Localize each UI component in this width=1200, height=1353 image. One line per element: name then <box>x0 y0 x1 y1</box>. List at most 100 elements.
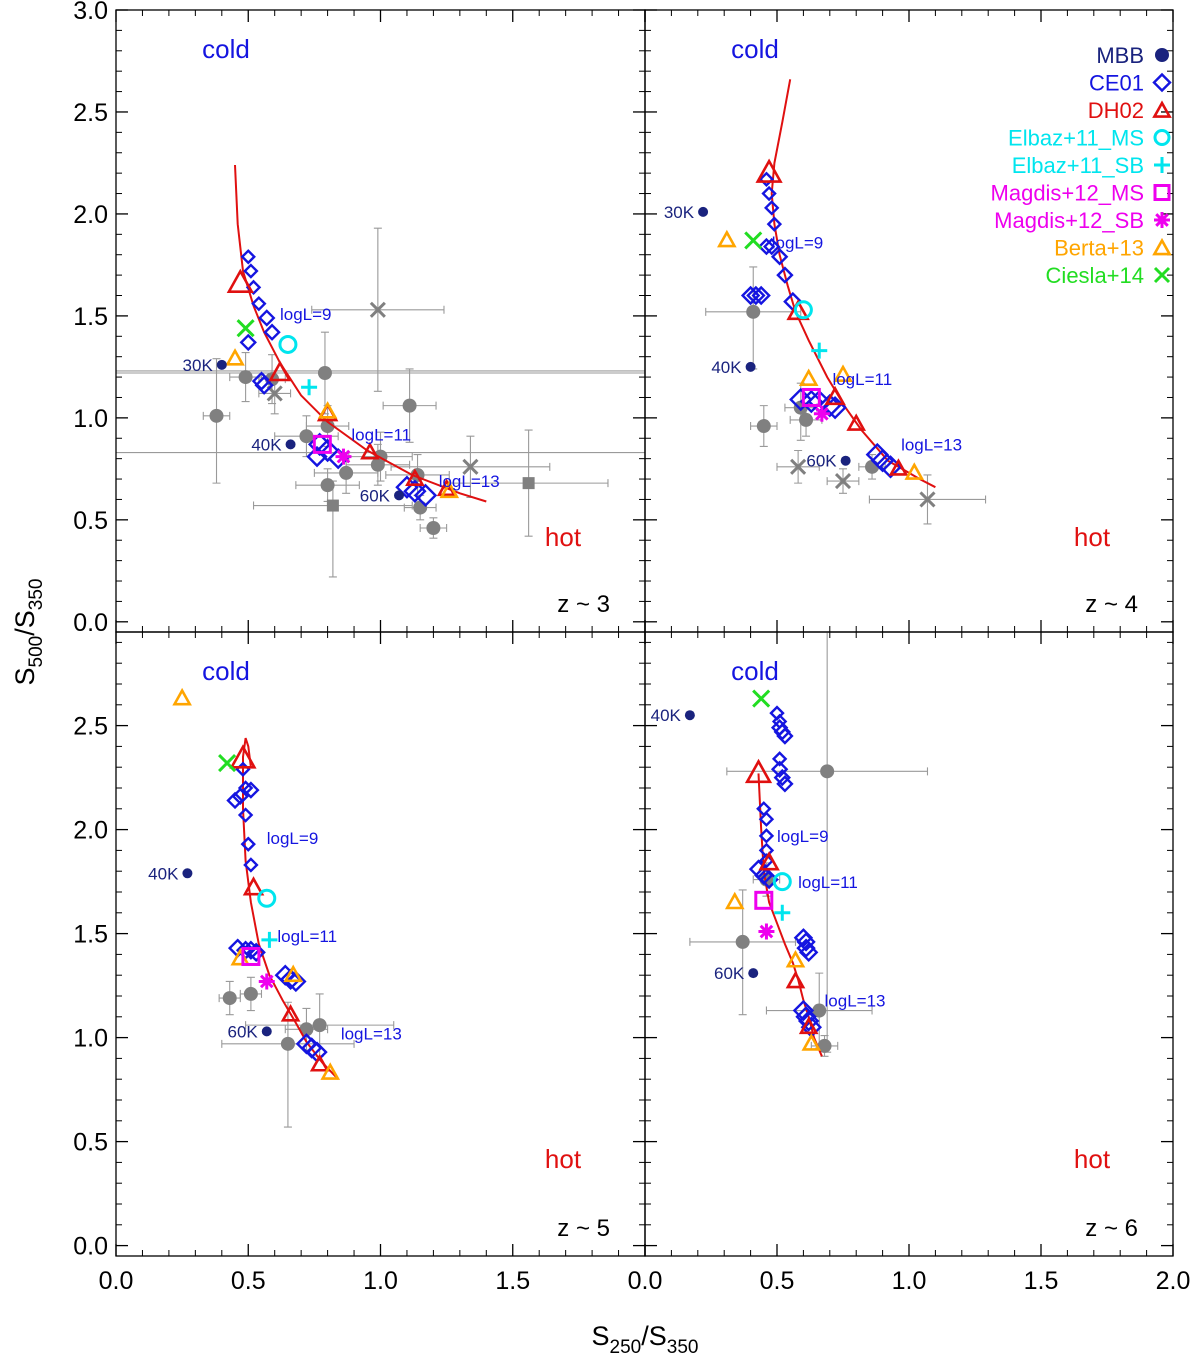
axis-title-part: S <box>592 1321 610 1351</box>
error-bar-caps <box>284 1007 329 1051</box>
ce01-marker <box>818 393 842 418</box>
y-tick-label: 1.5 <box>73 303 108 331</box>
x-tick-label: 0.0 <box>99 1267 134 1295</box>
observed-point <box>299 429 314 444</box>
legend-marker <box>1152 237 1172 256</box>
legend-label: Elbaz+11_SB <box>1012 153 1144 178</box>
error-bar-caps <box>274 415 339 458</box>
legend-label: Elbaz+11_MS <box>1008 126 1144 151</box>
mbb-marker <box>216 359 227 370</box>
berta-marker <box>801 1033 822 1051</box>
error-bar-caps <box>726 767 929 1053</box>
mbb-temperature-label: 40K <box>711 358 742 377</box>
error-bar-caps <box>765 972 873 1049</box>
axis-ticks <box>115 9 646 632</box>
elbaz-ms-marker <box>793 300 813 320</box>
ce01-marker <box>258 309 276 327</box>
berta-marker <box>904 462 925 480</box>
ce01-marker <box>766 216 783 232</box>
berta-marker <box>283 964 304 983</box>
mbb-marker <box>698 206 709 217</box>
elbaz-ms-marker <box>278 334 298 354</box>
mbb-marker <box>684 710 695 721</box>
ce01-marker <box>226 791 244 810</box>
y-tick-label: 2.0 <box>73 201 108 229</box>
magdis-sb-marker <box>258 973 275 990</box>
error-bar-caps <box>826 468 860 494</box>
observed-point <box>812 1003 827 1018</box>
mbb-marker <box>748 968 759 979</box>
mbb-temperature-label: 40K <box>651 706 682 725</box>
x-axis-title: S250/S350 <box>592 1321 699 1353</box>
ce01-luminosity-label: logL=9 <box>777 827 829 846</box>
observed-cross-point <box>462 458 479 475</box>
ce01-luminosity-label: logL=13 <box>901 435 962 454</box>
ce01-luminosity-label: logL=11 <box>277 927 337 946</box>
legend-label: MBB <box>1096 43 1144 68</box>
x-tick-label: 1.0 <box>363 1267 398 1295</box>
legend-marker <box>1154 157 1170 173</box>
axis-title-subscript: 250 <box>610 1337 642 1353</box>
dh02-marker <box>798 1016 819 1035</box>
ciesla-marker <box>218 753 237 773</box>
y-tick-label: 2.5 <box>73 99 108 127</box>
ce01-luminosity-label: logL=13 <box>825 991 886 1010</box>
error-bar-caps <box>305 405 350 447</box>
y-tick-label: 0.5 <box>73 507 108 535</box>
error-bar-caps <box>311 227 445 392</box>
ce01-marker <box>263 323 281 341</box>
dh02-marker <box>405 468 425 486</box>
observed-point <box>339 465 354 480</box>
berta-marker <box>717 229 737 248</box>
cold-label: cold <box>202 34 250 64</box>
error-bar-caps <box>419 517 448 539</box>
ce01-marker <box>758 171 775 187</box>
ce01-marker <box>254 375 274 395</box>
dh02-marker <box>888 458 909 476</box>
ce01-luminosity-label: logL=13 <box>341 1025 402 1044</box>
legend-marker <box>1153 129 1171 146</box>
ce01-luminosity-label: logL=11 <box>832 370 892 389</box>
observed-point <box>817 1038 832 1053</box>
observed-point <box>402 398 417 413</box>
legend-marker <box>1152 72 1172 93</box>
axis-title-part: /S <box>641 1321 667 1351</box>
observed-point <box>320 419 335 434</box>
ce01-luminosity-label: logL=9 <box>772 234 824 253</box>
ce01-marker <box>763 237 781 256</box>
dh02-marker <box>280 1004 301 1022</box>
observed-square-point <box>522 477 535 490</box>
berta-marker <box>833 364 853 382</box>
x-tick-label: 2.0 <box>1156 1267 1191 1295</box>
dh02-marker <box>785 970 806 989</box>
ce01-marker <box>285 970 307 993</box>
magdis-sb-marker <box>813 405 830 422</box>
ce01-marker <box>776 775 794 793</box>
error-bar-caps <box>239 976 263 1012</box>
ce01-marker <box>761 185 777 202</box>
ce01-marker <box>776 266 794 284</box>
mbb-temperature-label: 60K <box>228 1022 259 1041</box>
ce01-marker <box>770 248 789 266</box>
observed-point <box>793 400 808 415</box>
observed-point <box>312 1018 327 1033</box>
dh02-marker <box>226 268 254 293</box>
error-bar-caps <box>868 474 987 525</box>
axis-ticks <box>644 632 1174 1256</box>
y-tick-label: 0.0 <box>73 609 108 637</box>
error-bar-caps <box>221 1001 355 1128</box>
ciesla-marker <box>236 319 255 338</box>
observed-point <box>820 764 835 779</box>
axis-title-subscript: 350 <box>26 579 47 611</box>
y-tick-label: 0.0 <box>73 1233 108 1261</box>
dh02-marker <box>229 744 257 769</box>
berta-marker <box>724 891 745 910</box>
berta-marker <box>785 949 806 968</box>
panel-z5: 40K 60K logL=9 logL=11 logL=13 cold hot z ~ 5 <box>115 631 646 1257</box>
ce01-marker <box>797 1010 820 1032</box>
observed-point <box>413 500 428 515</box>
magdis-sb-marker <box>335 448 352 465</box>
berta-marker <box>439 480 460 499</box>
elbaz-ms-marker <box>257 888 277 908</box>
